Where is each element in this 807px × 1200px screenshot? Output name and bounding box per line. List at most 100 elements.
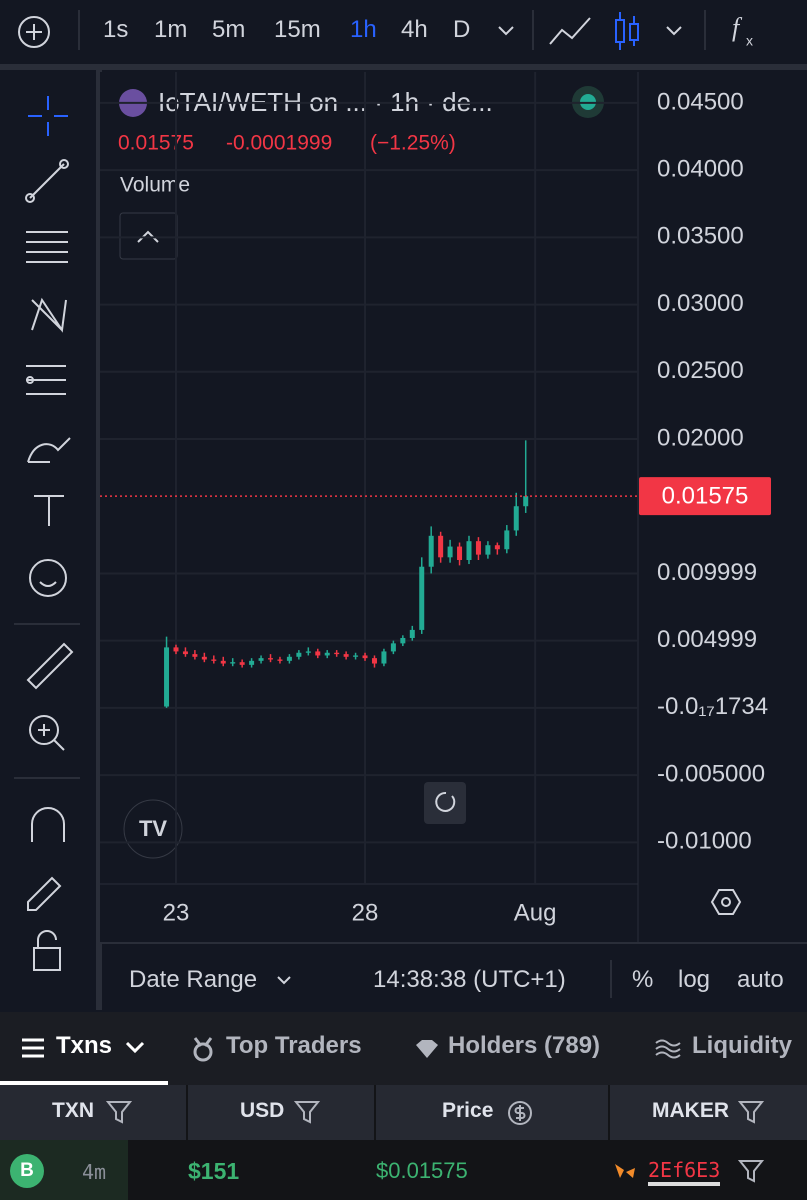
text-tool[interactable] bbox=[34, 495, 64, 526]
x-tick-label: 23 bbox=[163, 899, 190, 926]
lock-tool[interactable] bbox=[33, 930, 61, 971]
filter-icon[interactable] bbox=[106, 1099, 132, 1125]
fib-tool[interactable] bbox=[26, 231, 68, 263]
candle-body bbox=[211, 659, 217, 661]
dropdown bbox=[125, 1041, 145, 1054]
emoji-tool[interactable] bbox=[29, 559, 67, 597]
tabs: Txns Top Traders Holders (789) Liquidity bbox=[0, 1012, 807, 1085]
price-chart: 0.04500 0.04000 0.03500 0.03000 0.02500 0.020… bbox=[100, 72, 771, 926]
trendline-tool[interactable] bbox=[25, 159, 69, 203]
pattern-tool[interactable] bbox=[31, 297, 67, 333]
zoom-tool[interactable] bbox=[29, 715, 65, 751]
interval[interactable]: 4h bbox=[401, 16, 428, 43]
dropdown[interactable] bbox=[496, 22, 516, 38]
waves-icon bbox=[655, 1039, 681, 1059]
interval[interactable]: 5m bbox=[212, 16, 246, 43]
collapse-button[interactable] bbox=[119, 212, 178, 260]
y-tick-label: 0.02000 bbox=[657, 424, 744, 451]
candle-body bbox=[220, 660, 226, 664]
candle-body bbox=[334, 652, 340, 655]
y-tick-label: 0.03000 bbox=[657, 290, 744, 317]
separator bbox=[78, 10, 80, 50]
separator bbox=[532, 10, 534, 50]
candle-body bbox=[201, 656, 207, 660]
age: 4m bbox=[82, 1160, 107, 1184]
candle-body bbox=[353, 655, 359, 657]
maker[interactable]: 2Ef6E3 bbox=[648, 1158, 721, 1186]
dollar-icon[interactable] bbox=[506, 1099, 534, 1127]
last-price-tag-label: 0.01575 bbox=[662, 482, 749, 509]
column-header[interactable]: USD bbox=[240, 1099, 285, 1122]
dropdown bbox=[277, 976, 291, 985]
auto-toggle[interactable]: auto bbox=[737, 966, 784, 993]
line-chart-icon[interactable] bbox=[548, 14, 592, 48]
indicator-label: Volume bbox=[120, 174, 190, 197]
interval[interactable]: 15m bbox=[274, 16, 321, 43]
filter-icon[interactable] bbox=[738, 1158, 764, 1184]
col-divider bbox=[608, 1085, 610, 1140]
candle-body bbox=[343, 654, 349, 657]
log-toggle[interactable]: log bbox=[678, 966, 711, 993]
column-header[interactable]: MAKER bbox=[652, 1099, 729, 1122]
svg-text:f: f bbox=[732, 13, 743, 42]
tab[interactable]: Liquidity bbox=[692, 1032, 792, 1059]
svg-text:x: x bbox=[746, 33, 753, 49]
filter-icon[interactable] bbox=[294, 1099, 320, 1125]
candle-body bbox=[523, 496, 529, 507]
price: $0.01575 bbox=[376, 1158, 468, 1183]
y-tick-label: 0.04000 bbox=[657, 155, 744, 182]
candle-body bbox=[305, 651, 311, 653]
column-header[interactable]: Price bbox=[442, 1099, 494, 1122]
y-tick-label: 0.04500 bbox=[657, 88, 744, 115]
prediction-tool[interactable] bbox=[26, 365, 66, 395]
settings-icon[interactable] bbox=[710, 889, 742, 915]
percent-toggle[interactable]: % bbox=[632, 966, 654, 993]
candle-body bbox=[258, 658, 264, 661]
list-icon bbox=[22, 1038, 44, 1058]
tv-logo[interactable] bbox=[123, 799, 183, 859]
interval[interactable]: 1h bbox=[350, 16, 377, 43]
date-range[interactable]: Date Range bbox=[129, 966, 258, 993]
candle-body bbox=[286, 656, 292, 661]
candle-body bbox=[390, 643, 396, 652]
y-tick-label: -0.0₁₇1734 bbox=[657, 693, 768, 720]
clock: 14:38:38 (UTC+1) bbox=[373, 966, 566, 993]
interval[interactable]: 1s bbox=[103, 16, 129, 43]
buy-badge: B bbox=[10, 1154, 44, 1188]
usd: $151 bbox=[188, 1158, 240, 1184]
candle-body bbox=[409, 629, 415, 638]
tv-logo-text: TV bbox=[139, 816, 167, 841]
interval[interactable]: D bbox=[453, 16, 471, 43]
filter-icon[interactable] bbox=[738, 1099, 764, 1125]
add-button[interactable] bbox=[16, 14, 52, 50]
diamond-icon bbox=[416, 1040, 438, 1058]
crosshair-tool[interactable] bbox=[28, 96, 68, 136]
tab[interactable]: Txns bbox=[56, 1032, 113, 1059]
candle-body bbox=[192, 654, 198, 657]
interval[interactable]: 1m bbox=[154, 16, 188, 43]
bottom-bar: Date Range 14:38:38 (UTC+1) % log auto bbox=[100, 942, 807, 1014]
candle-body bbox=[362, 655, 368, 659]
ruler-tool[interactable] bbox=[26, 642, 74, 690]
tab[interactable]: Holders (789) bbox=[448, 1032, 601, 1059]
candle-body bbox=[249, 660, 255, 665]
candle-body bbox=[277, 659, 283, 661]
dropdown[interactable] bbox=[664, 22, 684, 38]
magnet-tool[interactable] bbox=[31, 807, 65, 842]
maker-icon bbox=[615, 1164, 635, 1178]
reset-icon bbox=[435, 791, 456, 812]
candle-icon[interactable] bbox=[612, 10, 642, 54]
candle-body bbox=[438, 535, 444, 558]
reset-button[interactable] bbox=[424, 782, 466, 824]
tab[interactable]: Top Traders bbox=[226, 1032, 362, 1059]
lock-draw-tool[interactable] bbox=[27, 876, 62, 911]
brush-tool[interactable] bbox=[27, 437, 71, 463]
candle-body bbox=[419, 566, 425, 630]
y-tick-label: 0.02500 bbox=[657, 357, 744, 384]
collapse-arrow bbox=[137, 230, 159, 243]
price-change: -0.0001999 bbox=[226, 132, 332, 155]
column-header[interactable]: TXN bbox=[52, 1099, 94, 1122]
